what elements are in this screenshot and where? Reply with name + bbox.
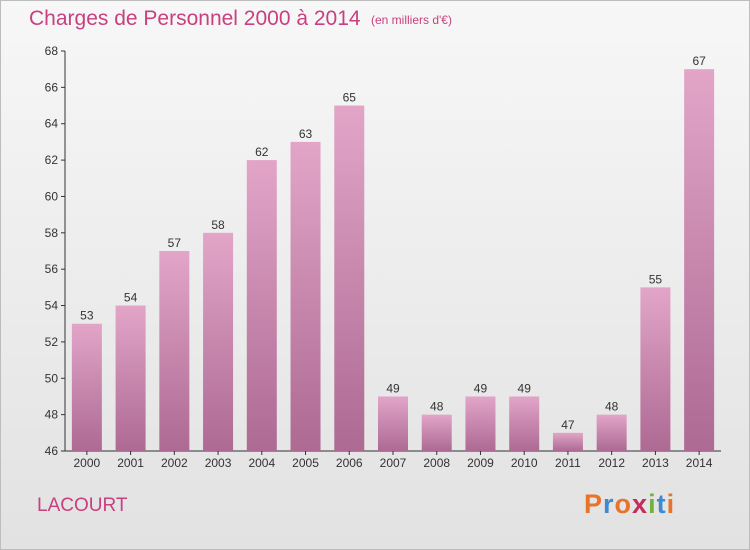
bar <box>159 251 190 451</box>
x-tick-label: 2006 <box>336 456 363 470</box>
x-tick-label: 2002 <box>161 456 188 470</box>
y-tick-label: 46 <box>45 444 59 458</box>
logo-letter: i <box>666 489 676 519</box>
bar-value-label: 62 <box>255 145 269 159</box>
bar-value-label: 54 <box>124 291 138 305</box>
bar <box>421 414 452 451</box>
x-tick-label: 2013 <box>642 456 669 470</box>
bar-value-label: 58 <box>211 218 225 232</box>
bar <box>71 323 102 451</box>
bar-value-label: 55 <box>649 272 663 286</box>
x-tick-label: 2011 <box>555 456 581 470</box>
bar-value-label: 49 <box>386 381 400 395</box>
bar-value-label: 48 <box>430 400 444 414</box>
x-tick-label: 2005 <box>292 456 319 470</box>
bar-value-label: 49 <box>518 381 532 395</box>
logo-letter: i <box>648 489 657 519</box>
y-tick-label: 48 <box>45 408 59 422</box>
y-tick-label: 52 <box>45 335 59 349</box>
bar <box>640 287 671 451</box>
bar <box>334 105 365 451</box>
bar <box>465 396 496 451</box>
commune-name: LACOURT <box>37 495 128 516</box>
y-tick-label: 64 <box>45 117 59 131</box>
bar <box>509 396 540 451</box>
x-tick-label: 2014 <box>686 456 713 470</box>
bar-value-label: 48 <box>605 400 619 414</box>
y-tick-label: 56 <box>45 262 59 276</box>
x-tick-label: 2000 <box>74 456 101 470</box>
bar-value-label: 63 <box>299 127 313 141</box>
logo-letter: x <box>632 489 649 519</box>
x-tick-label: 2010 <box>511 456 538 470</box>
logo-letter: o <box>614 489 633 519</box>
unit-label: (en milliers d'€) <box>371 13 452 27</box>
logo-letter: P <box>584 489 604 519</box>
bar-value-label: 47 <box>561 418 575 432</box>
logo-letter: t <box>656 489 667 519</box>
y-tick-label: 60 <box>45 189 59 203</box>
bar-value-label: 67 <box>692 54 706 68</box>
bar <box>115 305 146 451</box>
bar-value-label: 53 <box>80 309 94 323</box>
bar-value-label: 57 <box>168 236 182 250</box>
x-tick-label: 2012 <box>598 456 625 470</box>
bar <box>246 160 277 451</box>
bar-value-label: 49 <box>474 381 488 395</box>
proxiti-logo: Proxiti <box>584 489 675 520</box>
x-tick-label: 2001 <box>117 456 144 470</box>
bar <box>596 414 627 451</box>
x-tick-label: 2004 <box>248 456 275 470</box>
y-tick-label: 50 <box>45 371 59 385</box>
bar <box>290 141 321 451</box>
y-tick-label: 68 <box>45 44 59 58</box>
y-tick-label: 66 <box>45 80 59 94</box>
y-tick-label: 62 <box>45 153 59 167</box>
x-tick-label: 2007 <box>380 456 407 470</box>
bar <box>684 69 715 451</box>
bar <box>552 432 583 451</box>
chart-title: Charges de Personnel 2000 à 2014 <box>29 7 361 30</box>
bar <box>203 232 234 451</box>
logo-letter: r <box>603 489 615 519</box>
bar <box>378 396 408 451</box>
y-tick-label: 54 <box>45 299 59 313</box>
x-tick-label: 2008 <box>423 456 450 470</box>
bar-value-label: 65 <box>343 91 357 105</box>
y-tick-label: 58 <box>45 226 59 240</box>
x-tick-label: 2009 <box>467 456 494 470</box>
x-tick-label: 2003 <box>205 456 232 470</box>
